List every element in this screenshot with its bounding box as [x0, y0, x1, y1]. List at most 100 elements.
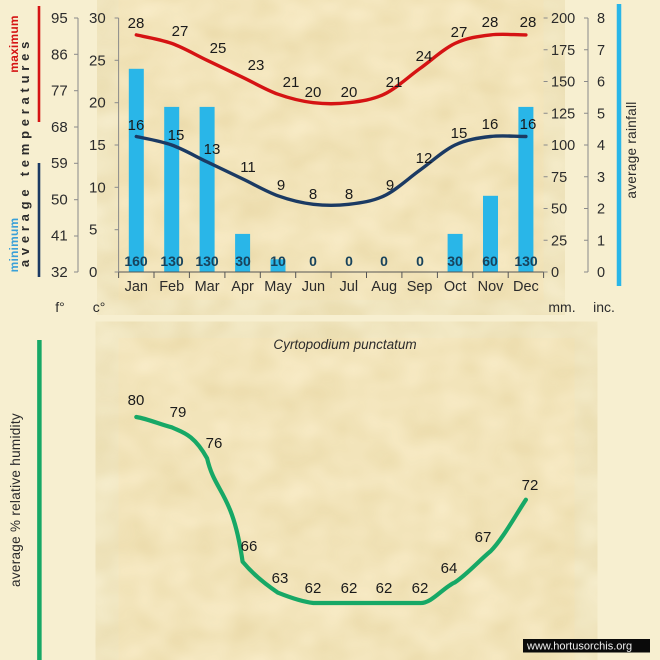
svg-text:20: 20: [341, 84, 358, 101]
svg-text:3: 3: [597, 170, 605, 186]
svg-text:15: 15: [451, 125, 468, 142]
svg-text:average % relative humidity: average % relative humidity: [8, 413, 23, 587]
svg-text:8: 8: [345, 186, 353, 203]
svg-text:10: 10: [270, 253, 286, 269]
svg-text:28: 28: [482, 14, 499, 31]
svg-text:24: 24: [416, 48, 433, 65]
svg-text:10: 10: [89, 179, 106, 196]
svg-text:79: 79: [170, 404, 187, 421]
svg-text:5: 5: [89, 222, 97, 239]
svg-text:130: 130: [160, 253, 184, 269]
svg-text:27: 27: [172, 23, 189, 40]
svg-text:8: 8: [597, 11, 605, 27]
svg-text:76: 76: [206, 435, 223, 452]
svg-text:41: 41: [51, 228, 68, 245]
svg-text:62: 62: [412, 580, 429, 597]
svg-text:64: 64: [441, 560, 458, 577]
svg-text:50: 50: [551, 202, 567, 218]
svg-text:2: 2: [597, 202, 605, 218]
svg-text:inc.: inc.: [593, 299, 615, 315]
svg-text:23: 23: [248, 57, 265, 74]
svg-text:average temperatures: average temperatures: [17, 37, 32, 267]
svg-text:13: 13: [204, 141, 221, 158]
svg-text:30: 30: [447, 253, 463, 269]
svg-text:4: 4: [597, 138, 605, 154]
svg-text:May: May: [264, 279, 292, 295]
svg-text:9: 9: [386, 177, 394, 194]
svg-text:9: 9: [277, 177, 285, 194]
svg-text:0: 0: [89, 264, 97, 281]
svg-text:16: 16: [128, 117, 145, 134]
svg-text:15: 15: [89, 137, 106, 154]
svg-text:8: 8: [309, 186, 317, 203]
svg-text:Sep: Sep: [407, 279, 433, 295]
svg-text:86: 86: [51, 46, 68, 63]
svg-text:Cyrtopodium punctatum: Cyrtopodium punctatum: [273, 337, 416, 352]
svg-text:0: 0: [416, 253, 424, 269]
svg-text:62: 62: [341, 580, 358, 597]
svg-text:0: 0: [309, 253, 317, 269]
svg-text:c°: c°: [93, 299, 106, 315]
svg-text:0: 0: [597, 265, 605, 281]
svg-text:25: 25: [210, 40, 227, 57]
svg-text:27: 27: [451, 24, 468, 41]
svg-text:20: 20: [305, 84, 322, 101]
svg-text:Feb: Feb: [159, 279, 184, 295]
svg-text:63: 63: [272, 570, 289, 587]
svg-text:0: 0: [345, 253, 353, 269]
svg-text:160: 160: [124, 253, 148, 269]
svg-text:25: 25: [89, 52, 106, 69]
svg-text:25: 25: [551, 233, 567, 249]
svg-text:32: 32: [51, 264, 68, 281]
svg-text:Jun: Jun: [302, 279, 325, 295]
svg-text:21: 21: [283, 74, 300, 91]
svg-text:150: 150: [551, 75, 575, 91]
svg-text:f°: f°: [55, 299, 65, 315]
svg-text:7: 7: [597, 43, 605, 59]
svg-text:mm.: mm.: [548, 299, 575, 315]
svg-text:75: 75: [551, 170, 567, 186]
svg-text:Jul: Jul: [340, 279, 359, 295]
svg-text:62: 62: [376, 580, 393, 597]
svg-text:Oct: Oct: [444, 279, 467, 295]
svg-text:1: 1: [597, 233, 605, 249]
svg-text:60: 60: [482, 253, 498, 269]
svg-text:Mar: Mar: [195, 279, 220, 295]
svg-text:28: 28: [520, 14, 537, 31]
svg-text:130: 130: [514, 253, 538, 269]
svg-text:77: 77: [51, 83, 68, 100]
svg-text:20: 20: [89, 95, 106, 112]
svg-text:59: 59: [51, 155, 68, 172]
svg-text:62: 62: [305, 580, 322, 597]
svg-text:30: 30: [89, 10, 106, 27]
svg-text:16: 16: [482, 116, 499, 133]
svg-text:Aug: Aug: [371, 279, 397, 295]
svg-text:average rainfall: average rainfall: [624, 101, 639, 198]
svg-text:66: 66: [241, 538, 258, 555]
svg-text:130: 130: [195, 253, 219, 269]
svg-text:Dec: Dec: [513, 279, 539, 295]
svg-text:28: 28: [128, 15, 145, 32]
svg-text:125: 125: [551, 106, 575, 122]
svg-text:Jan: Jan: [125, 279, 148, 295]
svg-text:16: 16: [520, 116, 537, 133]
svg-text:5: 5: [597, 106, 605, 122]
svg-text:175: 175: [551, 43, 575, 59]
svg-text:95: 95: [51, 10, 68, 27]
svg-text:6: 6: [597, 75, 605, 91]
svg-text:200: 200: [551, 11, 575, 27]
svg-text:0: 0: [380, 253, 388, 269]
svg-text:Apr: Apr: [231, 279, 254, 295]
svg-text:12: 12: [416, 150, 433, 167]
svg-text:15: 15: [168, 127, 185, 144]
svg-text:Nov: Nov: [478, 279, 505, 295]
svg-text:100: 100: [551, 138, 575, 154]
svg-text:30: 30: [235, 253, 251, 269]
svg-text:80: 80: [128, 392, 145, 409]
svg-text:72: 72: [522, 477, 539, 494]
svg-text:www.hortusorchis.org: www.hortusorchis.org: [526, 640, 632, 652]
svg-text:11: 11: [240, 159, 256, 176]
svg-text:68: 68: [51, 119, 68, 136]
svg-text:67: 67: [475, 529, 492, 546]
svg-text:50: 50: [51, 191, 68, 208]
